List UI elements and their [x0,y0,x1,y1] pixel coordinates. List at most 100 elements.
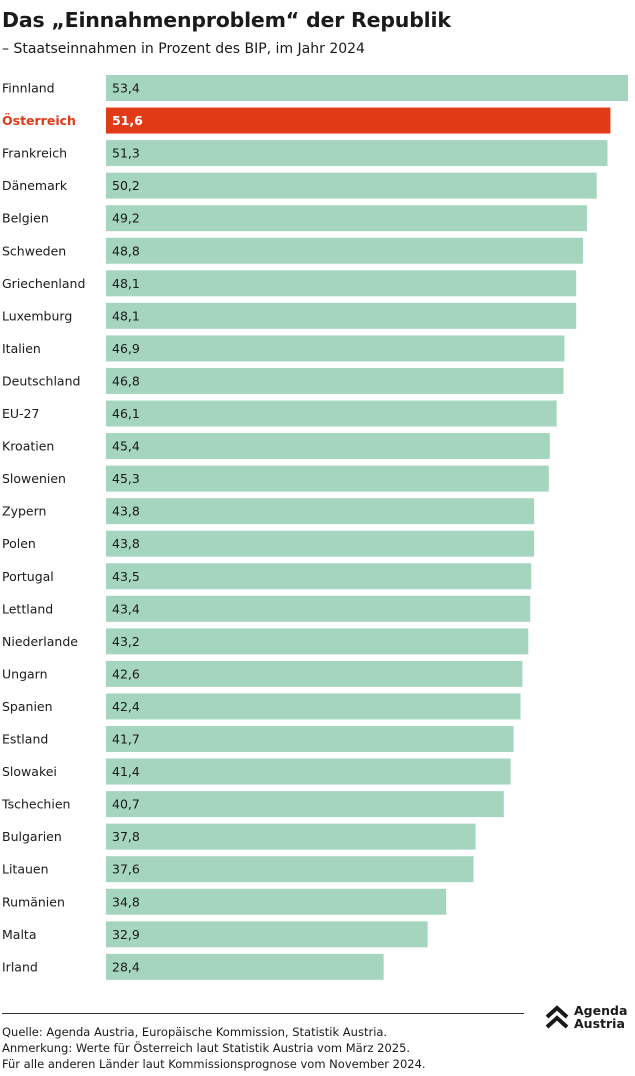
value-label: 37,6 [112,862,140,877]
bar-row: Niederlande 43,2 [2,628,529,655]
category-label: Malta [2,927,36,942]
category-label: Finnland [2,81,55,96]
bar-row: Luxemburg 48,1 [2,302,577,329]
category-label: Litauen [2,862,49,877]
bar [106,660,523,687]
footer-divider [2,1013,524,1014]
bar [106,628,529,655]
value-label: 46,1 [112,406,140,421]
highlighted-bar [106,107,611,134]
value-label: 51,3 [112,146,140,161]
value-label: 43,2 [112,634,140,649]
value-label: 34,8 [112,894,140,909]
value-label: 46,8 [112,373,140,388]
bar [106,205,587,232]
bar [106,367,564,394]
bar [106,791,504,818]
bar-row: Litauen 37,6 [2,856,474,883]
category-label: Österreich [2,113,76,128]
bar-row: Portugal 43,5 [2,563,532,590]
bar-row: Frankreich 51,3 [2,140,608,167]
bar [106,140,608,167]
category-label: Italien [2,341,41,356]
bar-row: Spanien 42,4 [2,693,521,720]
bar [106,888,447,915]
bar-row: Zypern 43,8 [2,498,535,525]
bar [106,237,584,264]
value-label: 41,7 [112,732,140,747]
value-label: 48,1 [112,276,140,291]
value-label: 41,4 [112,764,140,779]
bar-row: Malta 32,9 [2,921,428,948]
bar-row: Finnland 53,4 [2,75,628,101]
bar [106,856,474,883]
bar [106,433,550,460]
category-label: Irland [2,959,38,974]
category-label: Polen [2,536,36,551]
bar [106,302,577,329]
bar-row: Deutschland 46,8 [2,367,564,394]
value-label: 43,8 [112,504,140,519]
chart-title: Das „Einnahmenproblem“ der Republik [2,8,451,32]
value-label: 28,4 [112,959,140,974]
category-label: Griechenland [2,276,85,291]
category-label: Slowenien [2,471,66,486]
bar [106,400,557,427]
value-label: 43,8 [112,536,140,551]
value-label: 51,6 [112,113,143,128]
bar [106,172,597,199]
value-label: 48,1 [112,308,140,323]
bar-row: Griechenland 48,1 [2,270,577,297]
bar [106,270,577,297]
bar [106,75,628,101]
bar-row: Schweden 48,8 [2,237,584,264]
bar [106,953,384,980]
bar [106,530,535,557]
category-label: Zypern [2,504,46,519]
value-label: 45,4 [112,439,140,454]
bar-row: Slowenien 45,3 [2,465,549,492]
bar [106,693,521,720]
chevron-logo-icon [545,1005,569,1029]
bar [106,563,532,590]
category-label: Portugal [2,569,54,584]
note-line: Anmerkung: Werte für Österreich laut Sta… [2,1041,411,1055]
bar [106,823,476,850]
bar-chart: Finnland 53,4 Österreich 51,6 Frankreich 51,3… [1,75,628,980]
category-label: Spanien [2,699,53,714]
bar [106,498,535,525]
bar [106,465,549,492]
category-label: Kroatien [2,439,54,454]
value-label: 43,5 [112,569,140,584]
bar-row: Bulgarien 37,8 [2,823,476,850]
bar-row: Österreich 51,6 [2,107,611,134]
category-label: Luxemburg [2,308,72,323]
bar-row: Estland 41,7 [2,726,514,752]
agenda-austria-logo: Agenda Austria [545,1003,635,1033]
value-label: 37,8 [112,829,140,844]
category-label: Dänemark [2,178,68,193]
bar-row: Rumänien 34,8 [2,888,447,915]
category-label: Tschechien [1,797,70,812]
value-label: 40,7 [112,797,140,812]
bar [106,921,428,948]
value-label: 42,4 [112,699,140,714]
category-label: Bulgarien [2,829,62,844]
category-label: Schweden [2,243,66,258]
bar [106,726,514,752]
category-label: Belgien [2,211,49,226]
bar-row: Tschechien 40,7 [1,791,504,818]
bar-row: Lettland 43,4 [2,595,531,622]
category-label: Frankreich [2,146,67,161]
source-line: Quelle: Agenda Austria, Europäische Komm… [2,1025,388,1039]
category-label: Lettland [2,601,53,616]
bar-row: Belgien 49,2 [2,205,587,232]
value-label: 48,8 [112,243,140,258]
value-label: 46,9 [112,341,140,356]
value-label: 45,3 [112,471,140,486]
bar-row: EU-27 46,1 [2,400,557,427]
bar-row: Italien 46,9 [2,335,565,362]
value-label: 42,6 [112,666,140,681]
value-label: 49,2 [112,211,140,226]
logo-text-line: Agenda [574,1003,628,1018]
